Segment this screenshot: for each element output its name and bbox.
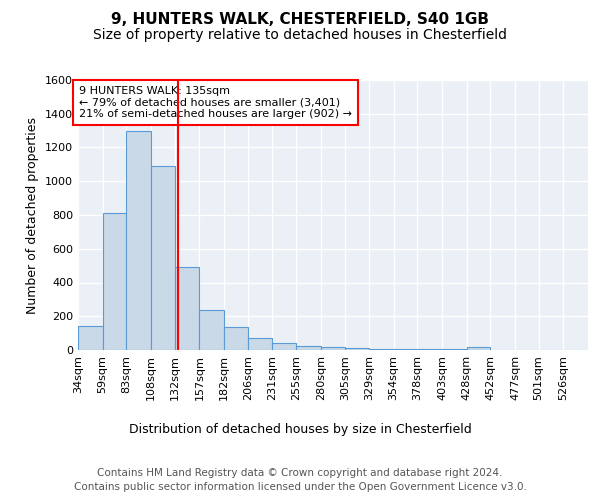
Text: Size of property relative to detached houses in Chesterfield: Size of property relative to detached ho… bbox=[93, 28, 507, 42]
Bar bbox=[78, 326, 103, 350]
Bar bbox=[103, 214, 127, 350]
Bar bbox=[151, 166, 175, 350]
Text: Contains HM Land Registry data © Crown copyright and database right 2024.: Contains HM Land Registry data © Crown c… bbox=[97, 468, 503, 477]
Bar bbox=[346, 348, 369, 350]
Bar bbox=[296, 346, 320, 350]
Bar bbox=[127, 130, 151, 350]
Bar bbox=[467, 348, 490, 350]
Bar bbox=[224, 327, 248, 350]
Bar bbox=[199, 310, 224, 350]
Bar bbox=[320, 348, 346, 350]
Bar bbox=[442, 349, 467, 350]
Text: Distribution of detached houses by size in Chesterfield: Distribution of detached houses by size … bbox=[128, 422, 472, 436]
Bar bbox=[394, 349, 418, 350]
Text: 9, HUNTERS WALK, CHESTERFIELD, S40 1GB: 9, HUNTERS WALK, CHESTERFIELD, S40 1GB bbox=[111, 12, 489, 28]
Text: 9 HUNTERS WALK: 135sqm
← 79% of detached houses are smaller (3,401)
21% of semi-: 9 HUNTERS WALK: 135sqm ← 79% of detached… bbox=[79, 86, 352, 119]
Y-axis label: Number of detached properties: Number of detached properties bbox=[26, 116, 40, 314]
Bar bbox=[175, 268, 199, 350]
Bar bbox=[418, 349, 442, 350]
Text: Contains public sector information licensed under the Open Government Licence v3: Contains public sector information licen… bbox=[74, 482, 526, 492]
Bar bbox=[248, 338, 272, 350]
Bar bbox=[272, 343, 296, 350]
Bar bbox=[369, 349, 394, 350]
